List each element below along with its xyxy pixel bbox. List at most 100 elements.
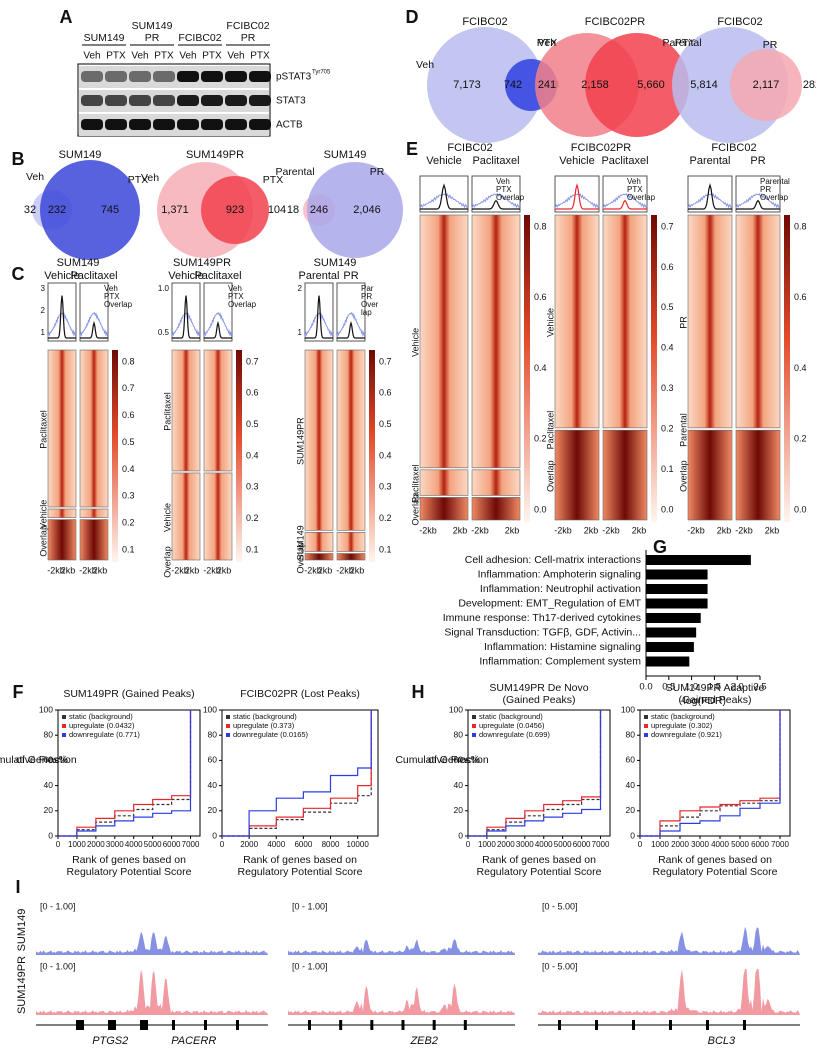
x-tick-label: 3000	[106, 840, 124, 849]
x-tick-label: 0	[220, 840, 225, 849]
y-tick-label: 80	[208, 729, 218, 739]
legend-label: Overlap	[228, 300, 257, 309]
profile-line	[471, 193, 521, 209]
colorbar-tick: 0.4	[794, 363, 807, 373]
profile-tick: 1	[298, 328, 303, 337]
legend-label: static (background)	[651, 712, 715, 721]
venn-count: 246	[310, 204, 328, 216]
bar	[646, 584, 708, 594]
panel-letter: D	[406, 7, 419, 27]
sample-label: SUM149	[16, 909, 28, 952]
x-tick-label: 0	[638, 840, 643, 849]
row-label: Vehicle	[162, 503, 172, 532]
row-label: Overlap	[162, 546, 172, 578]
y-tick-label: 60	[626, 755, 636, 765]
group-label: FCIBC02	[178, 32, 221, 44]
venn-label: PR	[763, 39, 778, 51]
x-label: -2kb	[554, 525, 572, 535]
x-tick-label: 4000	[125, 840, 143, 849]
colorbar-tick: 0.4	[246, 450, 259, 460]
x-tick-label: 6000	[751, 840, 769, 849]
exon	[108, 1020, 116, 1030]
colorbar-tick: 0.6	[794, 292, 807, 302]
range-label: [0 - 1.00]	[292, 961, 328, 971]
bar	[646, 656, 690, 667]
venn-count: 282	[803, 79, 816, 91]
y-tick-label: 60	[208, 755, 218, 765]
gene-label: PTGS2	[92, 1035, 128, 1047]
group-label: FCIBC02	[226, 20, 269, 32]
legend-swatch	[472, 733, 476, 737]
x-tick-label: 7000	[592, 840, 610, 849]
x-tick-label: 0	[466, 840, 471, 849]
profile-line	[204, 320, 232, 339]
y-axis-label: Cumulative Fraction	[395, 754, 489, 766]
venn-circle	[307, 162, 403, 258]
exon	[76, 1020, 84, 1030]
blot-band	[201, 71, 223, 82]
colorbar	[369, 350, 375, 562]
venn-count: 742	[504, 79, 522, 91]
bar	[646, 627, 697, 638]
heatmap-section	[735, 429, 781, 521]
profile-line	[419, 193, 469, 209]
profile-line	[172, 295, 200, 339]
heatmap-section	[687, 214, 733, 429]
cond-label: PR	[750, 155, 765, 167]
profile-box	[79, 282, 109, 342]
blot-band	[129, 71, 151, 82]
venn-circle	[730, 49, 802, 121]
x-label: 2kb	[185, 565, 200, 575]
heatmap-section	[471, 497, 521, 521]
legend-swatch	[472, 715, 476, 719]
colorbar	[236, 350, 242, 562]
x-tick-label: 2000	[240, 840, 258, 849]
heat-title: FCIBC02	[447, 142, 492, 154]
colorbar-tick: 0.5	[379, 419, 392, 429]
profile-line	[603, 199, 647, 210]
x-tick-label: 1000	[478, 840, 496, 849]
venn-count: 923	[226, 204, 244, 216]
group-label: PR	[241, 32, 256, 44]
group-label: SUM149	[132, 20, 173, 32]
series-line	[640, 710, 781, 837]
profile-box	[471, 175, 521, 213]
row-label: Vehicle	[410, 328, 420, 357]
series-line	[468, 710, 602, 837]
panel-letter: E	[406, 139, 418, 159]
venn-circle	[427, 27, 543, 143]
colorbar-tick: 0.2	[246, 513, 259, 523]
heatmap-section	[471, 469, 521, 496]
y-tick-label: 0	[212, 830, 217, 840]
colorbar-tick: 0.2	[122, 518, 135, 528]
category-label: Inflammation: Neutrophil activation	[480, 583, 641, 595]
venn-label: PTX	[128, 174, 148, 186]
lane-label: PTX	[106, 51, 126, 62]
exon	[669, 1020, 672, 1030]
x-tick-label: 0.0	[639, 682, 652, 693]
x-axis-label: Regulatory Potential Score	[653, 866, 778, 878]
colorbar-tick: 0.8	[794, 221, 807, 231]
venn-title: FCIBC02PR	[585, 16, 646, 28]
blot-band	[105, 71, 127, 82]
plot-frame	[467, 709, 611, 837]
x-label: -2kb	[203, 565, 221, 575]
x-label: 2kb	[350, 565, 365, 575]
x-tick-label: 5000	[144, 840, 162, 849]
blot-band	[153, 95, 175, 106]
legend-label: downregulate (0.771)	[69, 730, 140, 739]
legend-label: PR	[361, 292, 372, 301]
venn-label: PTX	[537, 37, 557, 49]
group-label: SUM149	[84, 32, 125, 44]
cond-label: Paclitaxel	[601, 155, 648, 167]
cond-label: Parental	[690, 155, 731, 167]
venn-title: SUM149PR	[186, 149, 244, 161]
range-label: [0 - 1.00]	[40, 901, 76, 911]
x-label: -2kb	[419, 525, 437, 535]
x-label: -2kb	[735, 525, 753, 535]
range-label: [0 - 5.00]	[542, 961, 578, 971]
colorbar-tick: 0.3	[246, 482, 259, 492]
gene-label: BCL3	[708, 1035, 736, 1047]
blot-label: pSTAT3	[276, 72, 312, 83]
exon	[432, 1020, 436, 1030]
